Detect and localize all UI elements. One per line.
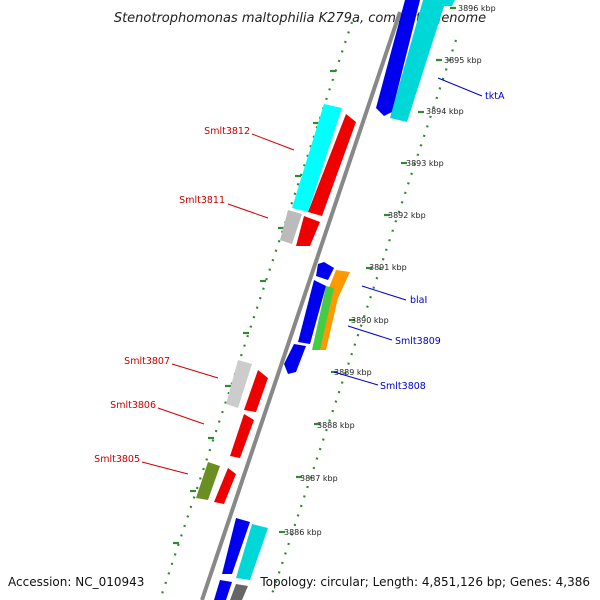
gene-blue-forward xyxy=(316,262,334,280)
tick-label: 3888 kbp xyxy=(317,421,355,430)
inner-scale-ticks xyxy=(279,6,456,534)
gene-cyan-reverse xyxy=(292,104,342,212)
gene-cyan-forward xyxy=(390,0,446,122)
gene-label-smlt3808: Smlt3808 xyxy=(380,381,426,392)
tick-label: 3891 kbp xyxy=(369,263,407,272)
outer-major-ticks xyxy=(173,69,336,545)
gene-red-reverse xyxy=(244,370,268,412)
tick-label: 3894 kbp xyxy=(426,107,464,116)
genome-backbone xyxy=(200,11,402,600)
gene-blue-forward xyxy=(214,580,232,600)
tick-label: 3889 kbp xyxy=(334,368,372,377)
gene-blue-forward xyxy=(284,344,306,374)
forward-label-leaders xyxy=(333,77,483,386)
tick-label: 3892 kbp xyxy=(388,211,426,220)
tick-label: 3896 kbp xyxy=(458,4,496,13)
gene-darkgray-forward xyxy=(230,584,248,600)
reverse-label-leaders xyxy=(141,133,295,475)
gene-red-reverse xyxy=(308,114,356,216)
gene-red-reverse xyxy=(296,216,320,246)
inner-dotted-track xyxy=(268,39,458,600)
gene-labels: tktA blaI Smlt3809 Smlt3808 Smlt3812 Sml… xyxy=(94,91,505,465)
tick-label: 3895 kbp xyxy=(444,56,482,65)
tick-label: 3893 kbp xyxy=(406,159,444,168)
genome-summary-text: Topology: circular; Length: 4,851,126 bp… xyxy=(259,575,590,589)
gene-blue-forward xyxy=(376,0,420,116)
gene-label-smlt3806: Smlt3806 xyxy=(110,400,156,411)
gene-cyan-forward xyxy=(236,524,268,580)
gene-gray-reverse xyxy=(280,210,302,244)
gene-olive-reverse xyxy=(196,462,220,500)
gene-label-smlt3809: Smlt3809 xyxy=(395,336,441,347)
gene-label-tkta: tktA xyxy=(485,91,505,102)
tick-labels: 3896 kbp 3895 kbp 3894 kbp 3893 kbp 3892… xyxy=(284,4,496,537)
gene-label-smlt3805: Smlt3805 xyxy=(94,454,140,465)
accession-text: Accession: NC_010943 xyxy=(8,575,144,589)
tick-label: 3890 kbp xyxy=(351,316,389,325)
gene-green-forward xyxy=(312,286,334,350)
gene-label-smlt3807: Smlt3807 xyxy=(124,356,170,367)
gene-red-reverse xyxy=(230,414,254,458)
gene-blue-forward xyxy=(222,518,250,574)
tick-label: 3886 kbp xyxy=(284,528,322,537)
gene-gray-reverse xyxy=(226,360,252,408)
gene-label-smlt3812: Smlt3812 xyxy=(204,126,250,137)
gene-red-reverse xyxy=(214,468,236,504)
map-title: Stenotrophomonas maltophilia K279a, comp… xyxy=(114,11,486,26)
gene-blue-forward xyxy=(298,280,326,344)
gene-label-blai: blaI xyxy=(410,295,427,306)
gene-cyan-forward xyxy=(434,0,455,6)
tick-label: 3887 kbp xyxy=(300,474,338,483)
gene-label-smlt3811: Smlt3811 xyxy=(179,195,225,206)
